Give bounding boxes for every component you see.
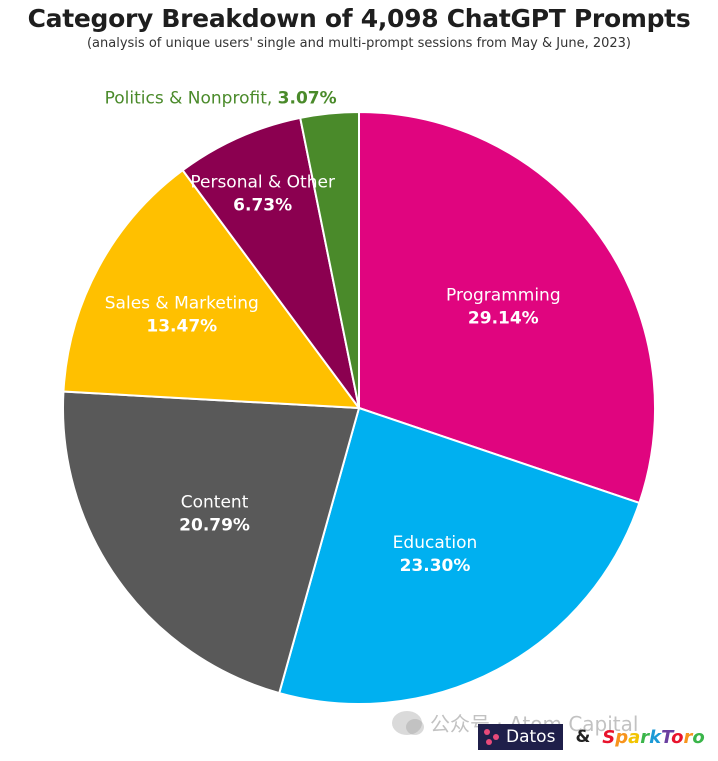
pie-slice-sales-marketing bbox=[62, 168, 362, 410]
slice-pct-personal-other: 6.73% bbox=[233, 196, 292, 216]
pie-slice-education bbox=[278, 406, 641, 705]
sparktoro-logo: SparkToro bbox=[602, 726, 705, 748]
datos-mark-icon bbox=[484, 729, 500, 745]
slice-label-education: Education bbox=[393, 533, 478, 553]
wechat-icon bbox=[392, 710, 424, 735]
pie-slice-content bbox=[62, 390, 361, 695]
logo-ampersand: & bbox=[575, 727, 591, 747]
slice-pct-content: 20.79% bbox=[179, 515, 250, 535]
slice-pct-education: 23.30% bbox=[400, 556, 471, 576]
pie-slice-personal-other bbox=[181, 116, 360, 409]
slice-label-programming: Programming bbox=[446, 286, 561, 306]
slice-label-sales-marketing: Sales & Marketing bbox=[105, 294, 259, 314]
source-logos: Datos & SparkToro bbox=[478, 724, 705, 750]
slice-pct-sales-marketing: 13.47% bbox=[146, 317, 217, 337]
slice-label-personal-other: Personal & Other bbox=[190, 173, 335, 193]
pie-slice-programming bbox=[358, 110, 656, 505]
slice-label-politics-nonprofit: Politics & Nonprofit, 3.07% bbox=[105, 89, 337, 109]
chart-subtitle: (analysis of unique users' single and mu… bbox=[86, 36, 631, 51]
slice-pct-programming: 29.14% bbox=[468, 309, 539, 329]
datos-logo: Datos bbox=[478, 724, 564, 750]
slice-label-content: Content bbox=[181, 492, 249, 512]
chart-title: Category Breakdown of 4,098 ChatGPT Prom… bbox=[27, 4, 691, 33]
pie-slice-politics-nonprofit bbox=[299, 110, 360, 409]
datos-logo-text: Datos bbox=[506, 727, 556, 747]
